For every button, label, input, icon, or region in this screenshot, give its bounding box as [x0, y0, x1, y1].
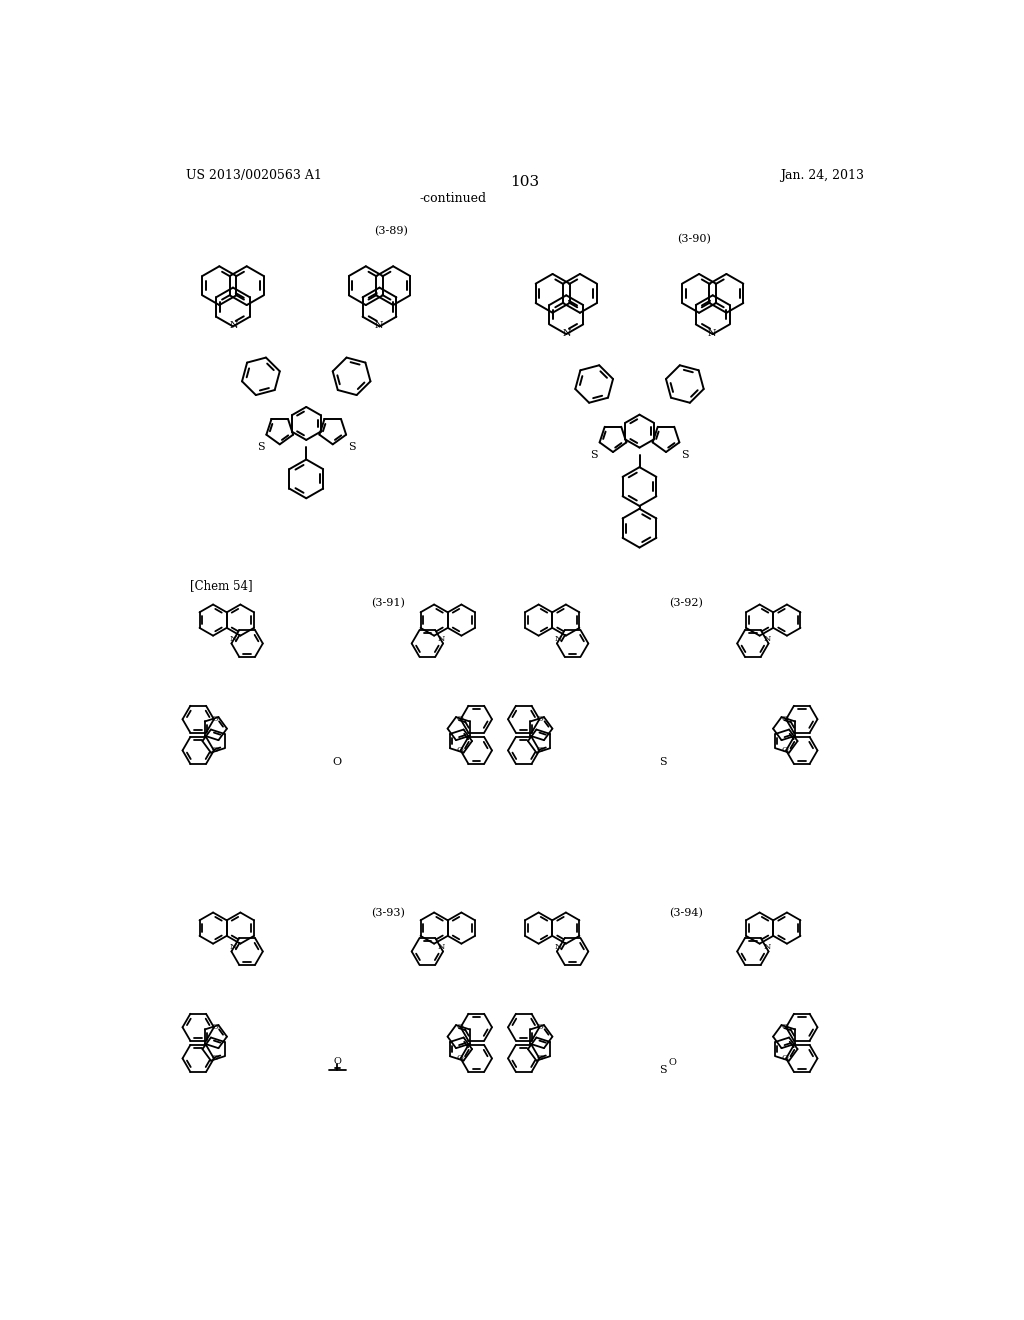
Text: O: O — [457, 715, 463, 723]
Text: S: S — [658, 756, 667, 767]
Text: N: N — [229, 321, 239, 330]
Text: N: N — [563, 329, 571, 338]
Text: 103: 103 — [510, 174, 540, 189]
Text: US 2013/0020563 A1: US 2013/0020563 A1 — [186, 169, 322, 182]
Text: O: O — [669, 1059, 677, 1067]
Text: N: N — [708, 329, 716, 338]
Text: (3-89): (3-89) — [375, 227, 409, 236]
Text: (3-91): (3-91) — [371, 598, 404, 609]
Text: (3-94): (3-94) — [669, 908, 702, 919]
Text: O: O — [211, 1055, 218, 1063]
Text: O: O — [782, 1055, 788, 1063]
Text: O: O — [537, 746, 544, 755]
Text: N: N — [763, 635, 771, 643]
Text: S: S — [257, 442, 265, 451]
Text: (3-90): (3-90) — [677, 234, 711, 244]
Text: O: O — [782, 1023, 788, 1031]
Text: O: O — [537, 715, 544, 723]
Text: O: O — [537, 1023, 544, 1031]
Text: N: N — [229, 635, 237, 643]
Text: [Chem 54]: [Chem 54] — [190, 579, 253, 593]
Text: O: O — [457, 1023, 463, 1031]
Text: O: O — [782, 746, 788, 755]
Text: O: O — [457, 1055, 463, 1063]
Text: N: N — [374, 321, 383, 330]
Text: (3-93): (3-93) — [371, 908, 404, 919]
Text: O: O — [211, 746, 218, 755]
Text: -continued: -continued — [420, 191, 487, 205]
Text: N: N — [555, 942, 562, 950]
Text: N: N — [555, 635, 562, 643]
Text: N: N — [763, 942, 771, 950]
Text: O: O — [334, 1057, 341, 1065]
Text: O: O — [782, 715, 788, 723]
Text: O: O — [211, 715, 218, 723]
Text: S: S — [681, 450, 689, 459]
Text: (3-92): (3-92) — [669, 598, 702, 609]
Text: O: O — [457, 746, 463, 755]
Text: Jan. 24, 2013: Jan. 24, 2013 — [780, 169, 864, 182]
Text: S: S — [591, 450, 598, 459]
Text: N: N — [438, 635, 445, 643]
Text: O: O — [333, 756, 342, 767]
Text: O: O — [537, 1055, 544, 1063]
Text: N: N — [229, 942, 237, 950]
Text: S: S — [348, 442, 355, 451]
Text: S: S — [658, 1065, 667, 1074]
Text: O: O — [211, 1023, 218, 1031]
Text: N: N — [438, 942, 445, 950]
